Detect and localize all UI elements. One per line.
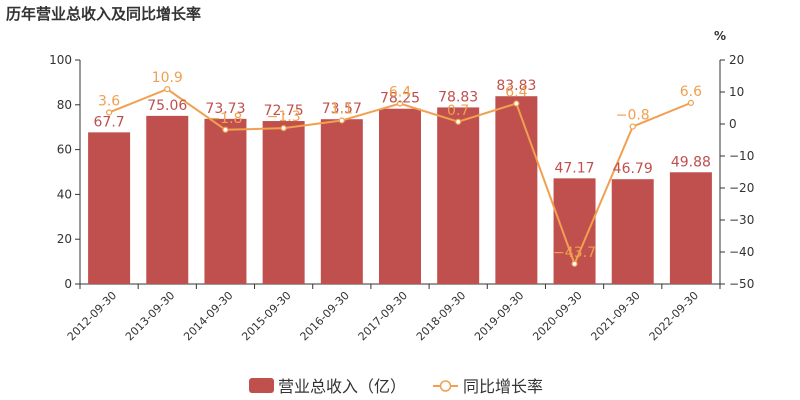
line-value-label: −1.3	[267, 109, 301, 125]
line-point	[513, 100, 520, 107]
line-point	[164, 86, 171, 93]
line-point	[396, 100, 404, 107]
left-axis-tick-label: 100	[49, 53, 72, 67]
line-value-label: 0.7	[447, 103, 469, 119]
chart-legend: 营业总收入（亿） 同比增长率	[249, 377, 543, 396]
x-axis-tick-label: 2014-09-30	[181, 289, 235, 343]
bar-value-label: 83.83	[496, 78, 536, 94]
line-series	[105, 86, 695, 267]
line-value-label: 10.9	[152, 70, 183, 86]
left-axis-tick-label: 20	[57, 232, 72, 246]
right-axis-tick-label: 10	[729, 85, 744, 99]
bar-value-label: 75.06	[147, 98, 187, 114]
right-axis-tick-label: −20	[729, 181, 754, 195]
line-point	[455, 118, 462, 125]
line-point	[222, 126, 229, 133]
x-axis-tick-label: 2018-09-30	[414, 289, 468, 343]
line-value-label: 3.6	[98, 93, 120, 109]
left-axis-tick-label: 0	[64, 277, 72, 291]
x-axis-tick-label: 2021-09-30	[588, 289, 642, 343]
line-point	[629, 123, 636, 130]
line-value-label: 6.4	[389, 85, 411, 101]
left-axis-tick-label: 40	[57, 187, 72, 201]
bar-value-label: 46.79	[613, 161, 653, 177]
line-point	[571, 260, 578, 267]
right-axis-tick-label: −50	[729, 277, 754, 291]
x-axis-tick-label: 2015-09-30	[239, 289, 293, 343]
line-value-label: 1.1	[331, 101, 353, 117]
bar	[146, 115, 189, 284]
x-axis-tick-label: 2022-09-30	[647, 289, 701, 343]
line-point	[687, 99, 695, 106]
bar	[495, 96, 538, 285]
bar-value-label: 49.88	[671, 154, 711, 170]
bar	[88, 132, 131, 284]
legend-line-label: 同比增长率	[463, 377, 543, 396]
data-labels: 67.7 75.06 73.73 72.75 73.57 78.25 78.83 83.83 4…	[94, 70, 711, 261]
bar-value-label: 78.25	[380, 91, 420, 107]
x-axis-tick-label: 2012-09-30	[65, 289, 119, 343]
legend-bar-label: 营业总收入（亿）	[278, 377, 406, 396]
right-axis-tick-label: −40	[729, 245, 754, 259]
bar	[204, 118, 247, 284]
right-axis-tick-label: 20	[729, 53, 744, 67]
x-axis-tick-label: 2013-09-30	[123, 289, 177, 343]
right-axis-tick-label: −30	[729, 213, 754, 227]
bar-value-label: 47.17	[554, 160, 594, 176]
bar-value-label: 72.75	[264, 103, 304, 119]
bar-value-label: 73.73	[205, 101, 245, 117]
line-value-label: −1.8	[208, 111, 242, 127]
line-value-label: 6.6	[680, 84, 702, 100]
bar	[437, 107, 480, 284]
bar	[669, 172, 712, 284]
left-axis-tick-label: 60	[57, 143, 72, 157]
line-point	[338, 117, 345, 124]
x-axis-tick-label: 2019-09-30	[472, 289, 526, 343]
bar-value-label: 78.83	[438, 89, 478, 105]
right-axis-tick-label: −10	[729, 149, 754, 163]
x-axis-tick-label: 2020-09-30	[530, 289, 584, 343]
bar	[611, 179, 654, 284]
legend-line-marker	[439, 380, 452, 392]
bar	[320, 119, 363, 284]
line-point	[280, 125, 287, 132]
bar	[379, 108, 421, 284]
bar	[262, 121, 305, 284]
legend-bar-swatch	[249, 378, 274, 393]
bar-value-label: 67.7	[94, 114, 125, 130]
line-value-label: −0.8	[616, 108, 650, 124]
x-axis-tick-label: 2017-09-30	[356, 289, 410, 343]
line-point	[105, 109, 113, 116]
line-value-label: −43.7	[553, 245, 596, 261]
right-axis-tick-label: 0	[729, 117, 737, 131]
bar-series	[88, 96, 712, 285]
right-axis-unit: %	[714, 29, 726, 43]
left-axis-tick-label: 80	[57, 98, 72, 112]
chart-title: 历年营业总收入及同比增长率	[6, 5, 202, 23]
bar-value-label: 73.57	[322, 101, 362, 117]
line-value-label: 6.4	[505, 85, 527, 101]
x-axis-tick-label: 2016-09-30	[298, 289, 352, 343]
